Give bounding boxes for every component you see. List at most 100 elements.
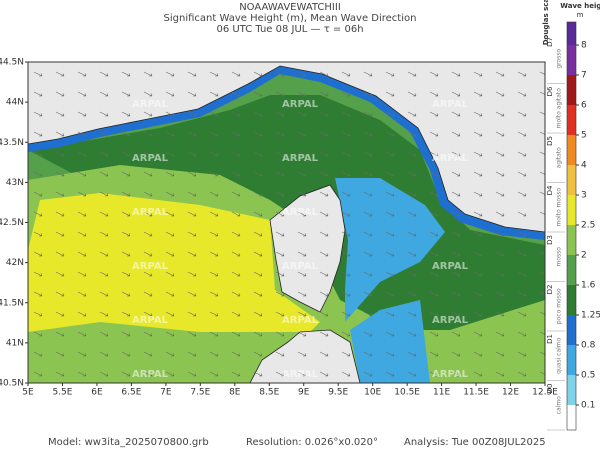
- direction-arrow: [143, 191, 153, 197]
- colorbar-unit: m: [577, 11, 584, 19]
- watermark: ARPAL: [132, 153, 169, 164]
- direction-arrow: [121, 251, 131, 257]
- direction-arrow: [495, 191, 505, 197]
- direction-arrow: [297, 111, 307, 117]
- direction-arrow: [275, 231, 285, 237]
- direction-arrow: [385, 131, 395, 137]
- direction-arrow: [187, 71, 197, 77]
- direction-arrow: [473, 131, 483, 137]
- watermark: ARPAL: [432, 261, 469, 272]
- direction-arrow: [143, 371, 153, 377]
- lat-label: 44N: [6, 98, 24, 108]
- corsica: [269, 184, 346, 313]
- direction-arrow: [319, 191, 329, 197]
- direction-arrow: [495, 171, 505, 177]
- direction-arrow: [121, 151, 131, 157]
- lon-label: 8.5E: [259, 388, 279, 398]
- direction-arrow: [341, 191, 351, 197]
- colorbar-label: 0.1: [581, 401, 595, 411]
- direction-arrow: [55, 191, 65, 197]
- direction-arrow: [429, 311, 439, 317]
- direction-arrow: [297, 131, 307, 137]
- direction-arrow: [341, 331, 351, 337]
- colorbar-segment: [567, 345, 576, 375]
- mainland: [28, 62, 545, 233]
- direction-arrow: [165, 91, 175, 97]
- direction-arrow: [473, 311, 483, 317]
- direction-arrow: [517, 291, 527, 297]
- colorbar-frame: [566, 21, 577, 431]
- colorbar-label: 7: [581, 71, 587, 81]
- direction-arrow: [473, 191, 483, 197]
- colorbar-segment: [567, 45, 576, 75]
- direction-arrow: [319, 291, 329, 297]
- direction-arrow: [143, 71, 153, 77]
- direction-arrow: [143, 251, 153, 257]
- direction-arrow: [209, 291, 219, 297]
- direction-arrow: [121, 351, 131, 357]
- direction-arrow: [55, 291, 65, 297]
- colorbar-label: 1.25: [581, 311, 600, 321]
- direction-arrow: [319, 211, 329, 217]
- direction-arrow: [231, 171, 241, 177]
- direction-arrow: [121, 111, 131, 117]
- direction-arrow: [451, 371, 461, 377]
- direction-arrow: [275, 151, 285, 157]
- direction-arrow: [341, 251, 351, 257]
- direction-arrow: [407, 211, 417, 217]
- direction-arrow: [539, 131, 545, 137]
- direction-arrow: [121, 271, 131, 277]
- direction-arrow: [55, 271, 65, 277]
- direction-arrow: [231, 151, 241, 157]
- colorbar-label: 0.8: [581, 341, 596, 351]
- direction-arrow: [539, 291, 545, 297]
- sardinia: [249, 329, 361, 383]
- lon-label: 11.5E: [463, 388, 489, 398]
- direction-arrow: [451, 151, 461, 157]
- direction-arrow: [121, 231, 131, 237]
- direction-arrow: [77, 331, 87, 337]
- direction-arrow: [33, 351, 43, 357]
- direction-arrow: [187, 231, 197, 237]
- direction-arrow: [99, 251, 109, 257]
- direction-arrow: [297, 151, 307, 157]
- direction-arrow: [33, 91, 43, 97]
- direction-arrow: [539, 171, 545, 177]
- direction-arrow: [33, 171, 43, 177]
- direction-arrow: [539, 371, 545, 377]
- direction-arrow: [253, 151, 263, 157]
- direction-arrow: [517, 71, 527, 77]
- direction-arrow: [33, 371, 43, 377]
- lat-label: 43N: [6, 178, 24, 188]
- direction-arrow: [99, 151, 109, 157]
- direction-arrow: [275, 331, 285, 337]
- direction-arrow: [385, 171, 395, 177]
- direction-arrow: [429, 291, 439, 297]
- lat-label: 41N: [6, 338, 24, 348]
- direction-arrow: [55, 251, 65, 257]
- model: Model: ww3ita_2025070800.grb: [48, 437, 209, 448]
- direction-arrow: [429, 331, 439, 337]
- direction-arrow: [495, 331, 505, 337]
- douglas-code: D7: [546, 37, 554, 47]
- direction-arrow: [363, 371, 373, 377]
- direction-arrow: [341, 71, 351, 77]
- direction-arrow: [517, 331, 527, 337]
- direction-arrow: [275, 371, 285, 377]
- direction-arrow: [99, 171, 109, 177]
- direction-arrow: [451, 271, 461, 277]
- direction-arrow: [121, 331, 131, 337]
- direction-arrow: [363, 151, 373, 157]
- lon-label: 8E: [229, 388, 241, 398]
- direction-arrow: [77, 71, 87, 77]
- title: NOAAWAVEWATCHIII: [239, 2, 341, 13]
- direction-arrow: [319, 331, 329, 337]
- colorbar-segment: [567, 135, 576, 165]
- direction-arrow: [429, 231, 439, 237]
- direction-arrow: [517, 171, 527, 177]
- direction-arrow: [517, 231, 527, 237]
- direction-arrow: [143, 271, 153, 277]
- direction-arrow: [143, 111, 153, 117]
- direction-arrow: [341, 371, 351, 377]
- direction-arrow: [275, 191, 285, 197]
